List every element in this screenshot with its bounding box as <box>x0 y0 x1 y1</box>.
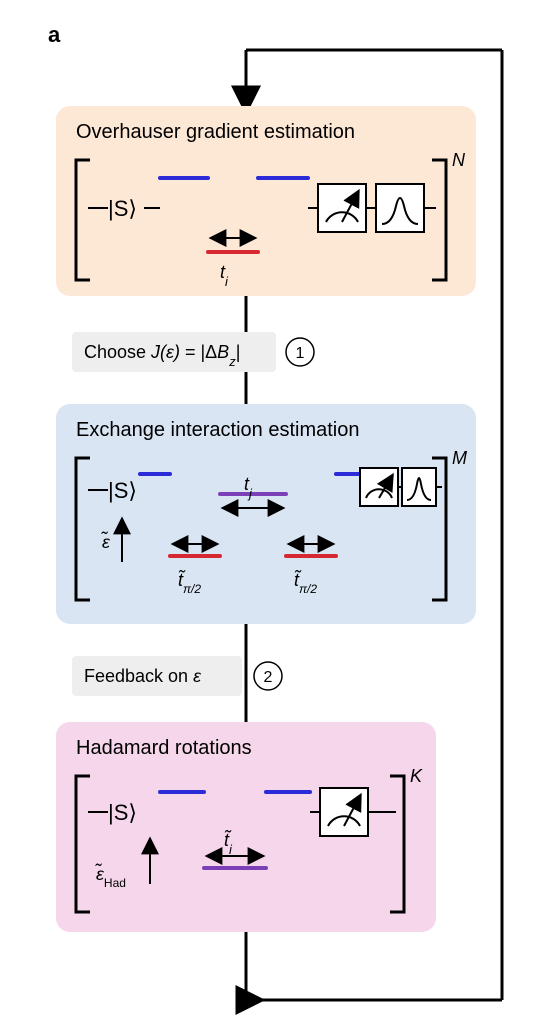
exchange-exponent: M <box>452 448 467 468</box>
svg-text:Feedback on ε: Feedback on ε <box>84 666 202 686</box>
overhauser-block: Overhauser gradient estimation N |S⟩ ti <box>56 106 476 296</box>
hadamard-eps-sub: Had <box>104 876 126 890</box>
hadamard-title: Hadamard rotations <box>76 737 252 759</box>
overhauser-state: |S⟩ <box>108 196 137 221</box>
choose-suffix: | <box>236 342 241 362</box>
choose-bz: B <box>217 342 229 362</box>
gaussian-icon-2 <box>398 468 436 506</box>
hadamard-state: |S⟩ <box>108 800 137 825</box>
hadamard-exponent: K <box>410 766 423 786</box>
feedback-step: Feedback on ε 2 <box>72 656 282 696</box>
choose-eq: = |Δ <box>180 342 217 362</box>
overhauser-title: Overhauser gradient estimation <box>76 121 355 143</box>
choose-prefix: Choose <box>84 342 151 362</box>
detector-icon-2 <box>360 468 398 506</box>
exchange-block: Exchange interaction estimation M |S⟩ ε̃… <box>56 404 476 624</box>
choose-number: 1 <box>296 345 305 362</box>
choose-j: J(ε) <box>150 342 180 362</box>
feedback-number: 2 <box>264 669 273 686</box>
exchange-title: Exchange interaction estimation <box>76 419 360 441</box>
exchange-eps: ε̃ <box>101 531 111 552</box>
overhauser-exponent: N <box>452 150 466 170</box>
panel-label: a <box>48 22 61 47</box>
hadamard-block: Hadamard rotations K |S⟩ ε̃Had t̃i <box>56 722 436 932</box>
feedback-eps: ε <box>193 666 202 686</box>
exchange-tp2r-sub: π/2 <box>299 582 317 596</box>
choose-step: Choose J(ε) = |ΔBz| 1 <box>72 332 314 372</box>
exchange-tp2l-sub: π/2 <box>183 582 201 596</box>
detector-icon <box>308 184 376 232</box>
feedback-prefix: Feedback on <box>84 666 193 686</box>
exchange-state: |S⟩ <box>108 478 137 503</box>
